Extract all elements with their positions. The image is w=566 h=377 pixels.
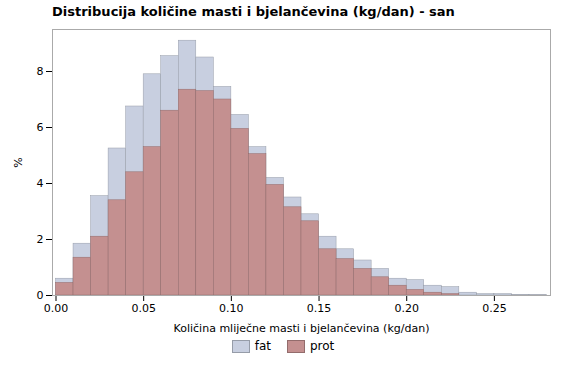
svg-text:%: % (12, 157, 25, 167)
svg-text:0.10: 0.10 (219, 302, 244, 315)
svg-text:0.20: 0.20 (394, 302, 419, 315)
svg-text:6: 6 (37, 121, 44, 134)
svg-text:Količina mliječne masti i bjel: Količina mliječne masti i bjelančevina (… (174, 322, 430, 335)
svg-text:0.05: 0.05 (131, 302, 156, 315)
html-text:fat: fat (254, 339, 271, 353)
svg-text:2: 2 (37, 233, 44, 246)
svg-text:0.15: 0.15 (307, 302, 332, 315)
html-text:Distribucija količine masti i: Distribucija količine masti i bjelančevi… (52, 4, 455, 19)
svg-text:4: 4 (37, 177, 44, 190)
svg-text:0.25: 0.25 (482, 302, 507, 315)
svg-text:0.00: 0.00 (44, 302, 69, 315)
svg-text:8: 8 (37, 65, 44, 78)
svg-text:0: 0 (37, 289, 44, 302)
html-text:prot: prot (310, 339, 335, 353)
